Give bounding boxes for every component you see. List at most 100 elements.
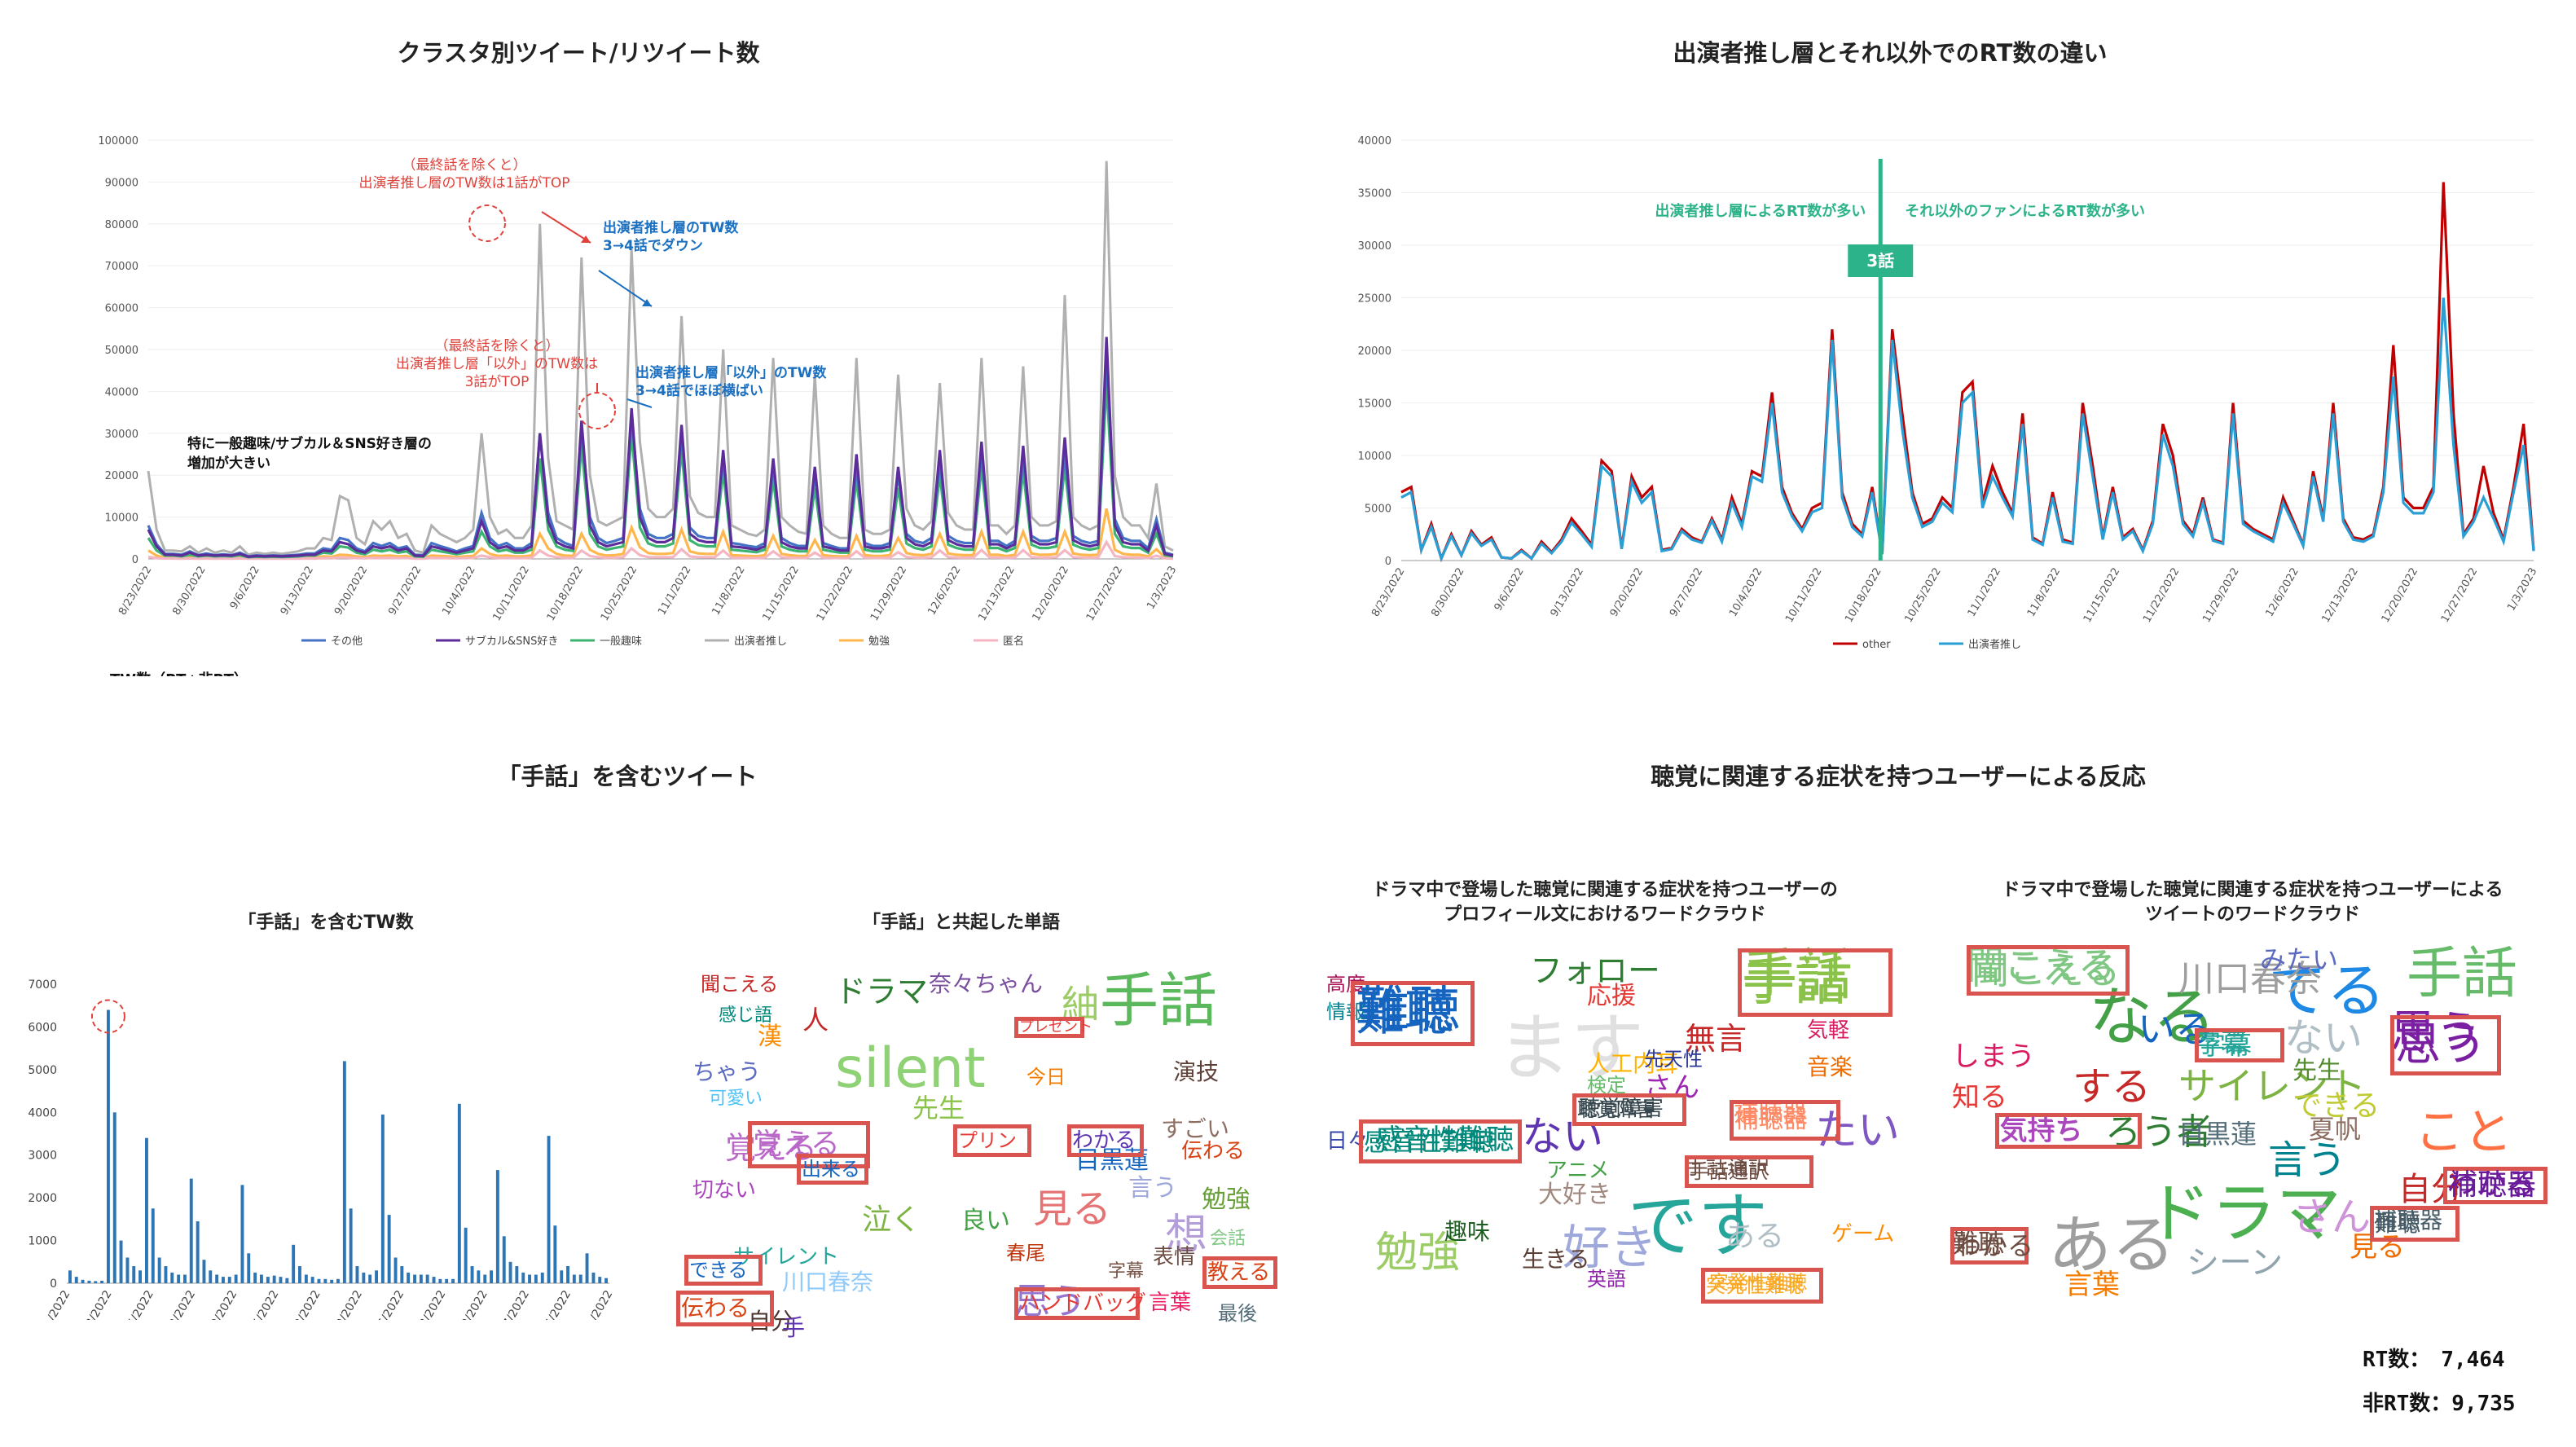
x-tick-label: 11/29/2022 bbox=[2200, 566, 2241, 625]
cloud-word: 人 bbox=[802, 1005, 829, 1036]
title-rt-difference: 出演者推し層とそれ以外でのRT数の違い bbox=[1673, 39, 2108, 67]
bar bbox=[387, 1215, 391, 1283]
highlight-box bbox=[1701, 1268, 1823, 1304]
cloud-word: 紬 bbox=[1056, 984, 1100, 1022]
bar bbox=[94, 1281, 98, 1283]
bar bbox=[490, 1270, 493, 1283]
bar bbox=[425, 1274, 429, 1283]
y-tick-label: 40000 bbox=[105, 386, 138, 398]
cloud-word: 音楽 bbox=[1807, 1053, 1853, 1080]
bar bbox=[598, 1277, 602, 1283]
cloud-word: ドラマ bbox=[2146, 1176, 2341, 1251]
highlight-box bbox=[676, 1291, 774, 1326]
highlight-box bbox=[1359, 1119, 1522, 1163]
x-tick-label: 11/22/2022 bbox=[815, 565, 855, 623]
highlight-box bbox=[2195, 1028, 2284, 1062]
annotation-blue: 3→4話でほぼ横ばい bbox=[635, 382, 763, 399]
y-tick-label: 20000 bbox=[1358, 345, 1391, 358]
cloud-word: 手話 bbox=[1100, 970, 1218, 1035]
cloud-word: 字幕 bbox=[1108, 1261, 1145, 1282]
bar bbox=[266, 1277, 270, 1283]
highlight-word: 聞こえる bbox=[1972, 948, 2121, 992]
x-tick-label: 12/13/2022 bbox=[2320, 566, 2361, 625]
legend-label: other bbox=[1862, 639, 1891, 651]
x-tick-label: 11/8/2022 bbox=[710, 565, 747, 618]
x-tick-label: 12/10/2022 bbox=[446, 1288, 490, 1320]
highlight-word: 聴覚障害 bbox=[1577, 1098, 1655, 1121]
x-tick-label: 10/4/2022 bbox=[440, 565, 477, 618]
y-tick-label: 7000 bbox=[28, 979, 57, 992]
bar bbox=[107, 1009, 110, 1283]
annotation-black: 特に一般趣味/サブカル＆SNS好き層の bbox=[187, 435, 432, 452]
y-tick-label: 4000 bbox=[28, 1106, 57, 1119]
bar bbox=[138, 1270, 142, 1283]
annotation-red: 出演者推し層「以外」のTW数は bbox=[396, 356, 598, 372]
episode-badge bbox=[1848, 244, 1914, 277]
bar bbox=[508, 1261, 512, 1283]
cloud-word: サイレント bbox=[2178, 1064, 2366, 1108]
highlight-word: プレゼント bbox=[1019, 1018, 1092, 1036]
bar bbox=[177, 1274, 181, 1283]
cloud-word: ちゃう bbox=[692, 1058, 762, 1085]
cloud-word: 補聴器 bbox=[1734, 1099, 1807, 1128]
x-tick-label: 9/13/2022 bbox=[1549, 566, 1586, 619]
arrow-head bbox=[581, 235, 591, 243]
bar bbox=[227, 1277, 231, 1283]
y-tick-label: 25000 bbox=[1358, 293, 1391, 306]
highlight-word: 手話通訳 bbox=[1690, 1160, 1768, 1183]
y-tick-label: 0 bbox=[132, 554, 138, 566]
x-tick-label: 8/23/2022 bbox=[116, 565, 154, 618]
bar bbox=[560, 1270, 564, 1283]
bar bbox=[304, 1274, 308, 1283]
cloud-word: 趣味 bbox=[1444, 1218, 1491, 1245]
y-tick-label: 90000 bbox=[105, 177, 138, 189]
cloud-word: 言葉 bbox=[1149, 1291, 1192, 1315]
bar bbox=[215, 1274, 219, 1283]
bar bbox=[222, 1277, 225, 1283]
x-tick-label: 12/27/2022 bbox=[2439, 566, 2480, 625]
bar bbox=[119, 1240, 123, 1283]
highlight-box bbox=[1202, 1256, 1277, 1289]
cloud-word: 先生 bbox=[912, 1093, 965, 1124]
bar bbox=[451, 1278, 455, 1283]
cloud-word: 想 bbox=[1165, 1211, 1208, 1260]
cloud-word: ます bbox=[1497, 1005, 1644, 1091]
bar bbox=[419, 1274, 423, 1283]
annotation-red: 3話がTOP bbox=[465, 374, 530, 390]
highlight-box bbox=[953, 1124, 1031, 1157]
highlight-word: 難聴 bbox=[2375, 1210, 2421, 1237]
legend-label: 出演者推し bbox=[734, 635, 787, 648]
arrow-head bbox=[642, 299, 652, 306]
x-tick-label: 11/1/2022 bbox=[656, 565, 693, 618]
highlight-word: 伝わる bbox=[681, 1295, 750, 1322]
bar bbox=[502, 1236, 506, 1283]
x-tick-label: 10/29/2022 bbox=[196, 1288, 240, 1320]
bar bbox=[157, 1257, 161, 1283]
title-shuwa-tweets: 「手話」を含むツイート bbox=[497, 763, 758, 790]
x-tick-label: 8/30/2022 bbox=[1429, 566, 1466, 619]
cloud-word: ゲーム bbox=[1831, 1222, 1895, 1247]
annotation-right: それ以外のファンによるRT数が多い bbox=[1905, 202, 2145, 220]
cloud-word: 生きる bbox=[1522, 1246, 1590, 1273]
bar bbox=[585, 1253, 589, 1283]
bar bbox=[457, 1103, 461, 1283]
cloud-word: ドラマ bbox=[835, 974, 929, 1009]
cloud-word: しまう bbox=[1952, 1040, 2035, 1073]
bar bbox=[125, 1257, 130, 1283]
title-shuwa-tw-count: 「手話」を含むTW数 bbox=[238, 913, 414, 933]
x-tick-label: 11/8/2022 bbox=[2025, 566, 2063, 619]
title-hearing-users: 聴覚に関連する症状を持つユーザーによる反応 bbox=[1651, 763, 2146, 790]
bar bbox=[336, 1278, 340, 1283]
annotation-black: 増加が大きい bbox=[187, 455, 270, 472]
cloud-word: 見る bbox=[1033, 1186, 1112, 1232]
bar bbox=[196, 1221, 200, 1283]
x-tick-label: 10/18/2022 bbox=[545, 565, 586, 623]
highlight-box bbox=[1730, 1100, 1840, 1141]
cloud-word: 先生 bbox=[2292, 1057, 2341, 1085]
bar bbox=[317, 1278, 321, 1283]
highlight-word: 字幕 bbox=[2200, 1030, 2253, 1061]
cloud-word: 漢 bbox=[758, 1023, 782, 1051]
profile-word-cloud: 難聴 手話 ます フォロー です 好き 勉強 ない 感音性難聴 補聴器 聴覚障害 手話通訳 突発性難聴大… bbox=[1318, 947, 1901, 1318]
x-tick-label: 11/19/2022 bbox=[321, 1288, 365, 1320]
